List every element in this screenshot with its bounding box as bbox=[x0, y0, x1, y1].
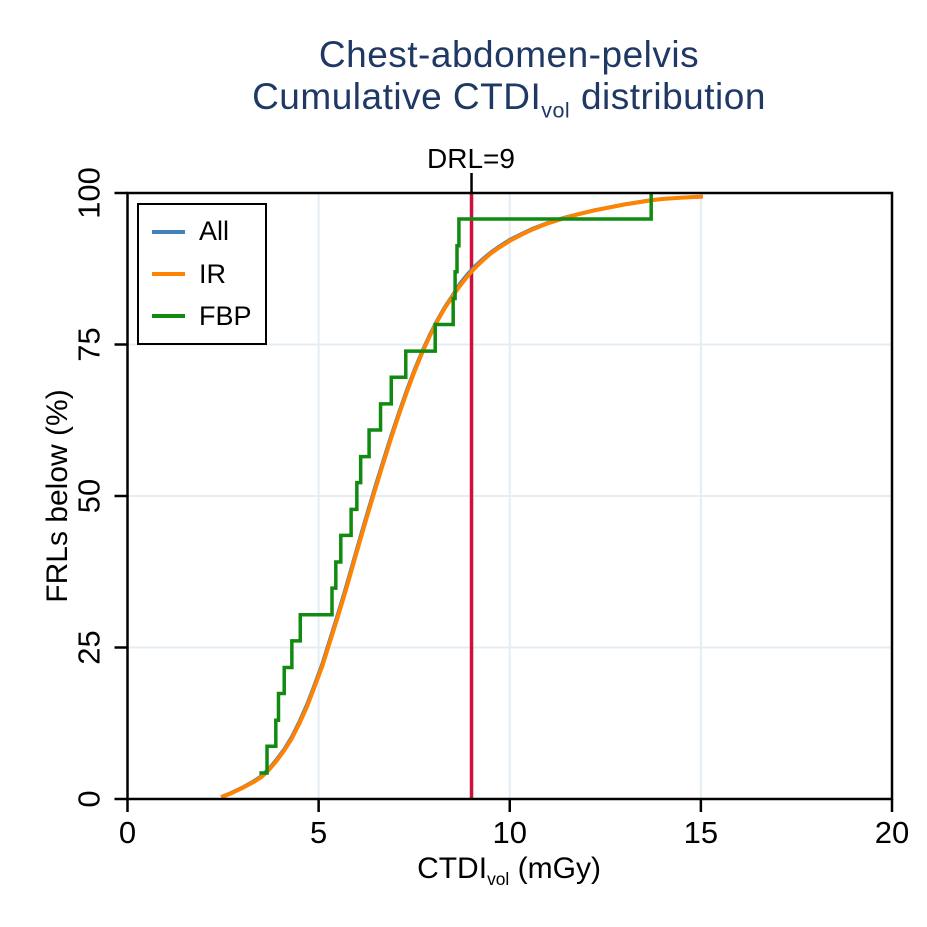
legend: All IR FBP bbox=[137, 203, 267, 345]
y-tick-label: 75 bbox=[72, 327, 107, 361]
chart-title: Chest-abdomen-pelvis Cumulative CTDIvol … bbox=[59, 34, 927, 122]
drl-annotation: DRL=9 bbox=[427, 143, 515, 174]
legend-label-fbp: FBP bbox=[199, 300, 252, 331]
x-axis-subscript: vol bbox=[487, 869, 510, 889]
series-ir bbox=[220, 194, 703, 800]
y-tick-label: 0 bbox=[72, 790, 107, 807]
series-fbp bbox=[259, 193, 653, 775]
x-tick-label: 20 bbox=[875, 815, 909, 850]
fbp-line-swatch bbox=[152, 314, 185, 319]
ir-line-swatch bbox=[152, 272, 185, 276]
title-subscript: vol bbox=[541, 98, 571, 123]
all-line-swatch bbox=[152, 229, 185, 234]
y-tick-label: 25 bbox=[72, 630, 107, 664]
legend-entry-all: All bbox=[152, 216, 265, 247]
chart-title-line2: Cumulative CTDIvol distribution bbox=[252, 75, 766, 123]
legend-label-ir: IR bbox=[199, 258, 226, 289]
y-tick-label: 50 bbox=[72, 479, 107, 513]
x-tick-label: 5 bbox=[310, 815, 327, 850]
legend-label-all: All bbox=[199, 216, 230, 247]
chart-title-line1: Chest-abdomen-pelvis bbox=[318, 34, 700, 75]
y-axis-title: FRLs below (%) bbox=[41, 389, 74, 603]
x-tick-label: 10 bbox=[493, 815, 527, 850]
legend-entry-fbp: FBP bbox=[152, 301, 265, 332]
y-tick-label: 100 bbox=[72, 167, 107, 219]
x-axis-title: CTDIvol (mGy) bbox=[417, 852, 601, 889]
x-tick-label: 0 bbox=[119, 815, 136, 850]
x-tick-label: 15 bbox=[684, 815, 718, 850]
legend-entry-ir: IR bbox=[152, 259, 265, 290]
